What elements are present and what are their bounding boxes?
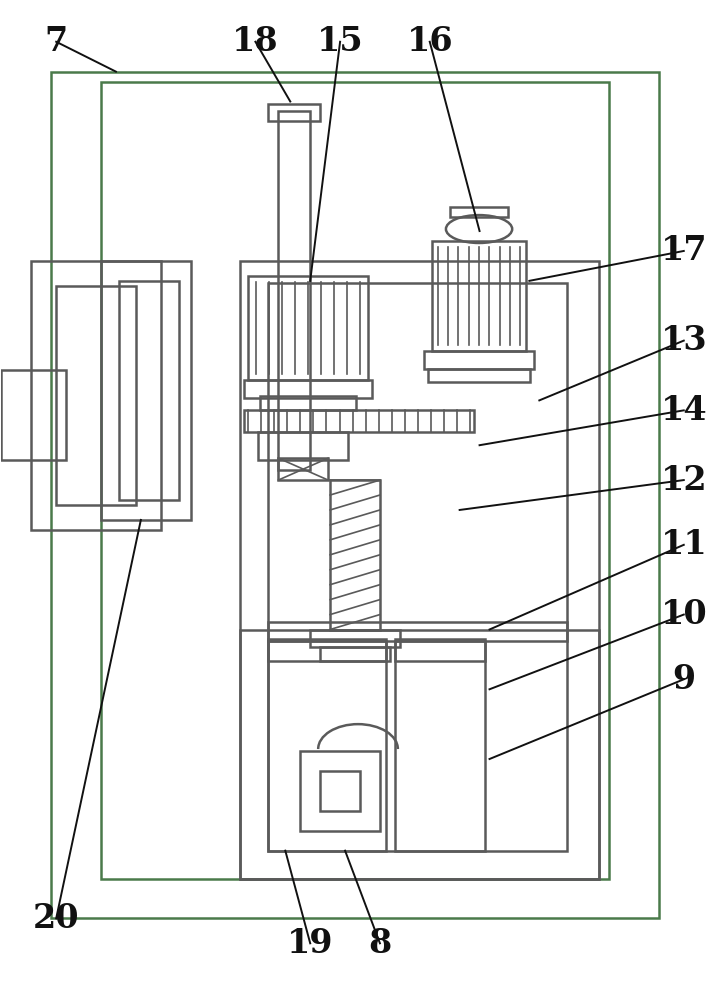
Bar <box>101 261 191 520</box>
Bar <box>269 283 567 851</box>
Text: 13: 13 <box>660 324 707 357</box>
Bar <box>300 751 380 831</box>
Bar <box>320 771 360 811</box>
Bar <box>320 647 390 661</box>
Bar <box>261 396 356 410</box>
Bar <box>395 641 485 851</box>
Text: 8: 8 <box>368 927 392 960</box>
Bar <box>1 370 66 460</box>
Text: 12: 12 <box>660 464 707 497</box>
Bar <box>269 639 386 661</box>
Bar <box>56 286 136 505</box>
Text: 16: 16 <box>406 25 453 58</box>
Bar <box>245 410 474 432</box>
Text: 15: 15 <box>317 25 363 58</box>
Text: 9: 9 <box>672 663 695 696</box>
Bar <box>432 241 526 351</box>
Text: 19: 19 <box>287 927 333 960</box>
Bar <box>310 630 400 647</box>
Bar <box>51 72 659 918</box>
Bar <box>330 480 380 630</box>
Bar <box>248 276 368 380</box>
Text: 10: 10 <box>660 598 707 631</box>
Bar <box>119 281 178 500</box>
Text: 14: 14 <box>660 394 707 427</box>
Bar <box>245 380 372 398</box>
Bar <box>424 351 534 369</box>
Text: 17: 17 <box>660 234 707 267</box>
Bar <box>395 639 485 661</box>
Bar <box>278 458 328 480</box>
Bar <box>269 622 567 641</box>
Bar <box>258 432 348 460</box>
Text: 20: 20 <box>33 902 79 935</box>
Bar <box>278 111 310 470</box>
Text: 18: 18 <box>232 25 279 58</box>
Text: 7: 7 <box>44 25 68 58</box>
Bar <box>31 261 161 530</box>
Bar <box>240 630 599 879</box>
Bar <box>428 369 531 382</box>
Bar <box>101 82 609 879</box>
Bar <box>269 641 386 851</box>
Bar <box>450 207 508 217</box>
Bar <box>269 104 320 121</box>
Bar <box>240 261 599 879</box>
Text: 11: 11 <box>660 528 707 561</box>
